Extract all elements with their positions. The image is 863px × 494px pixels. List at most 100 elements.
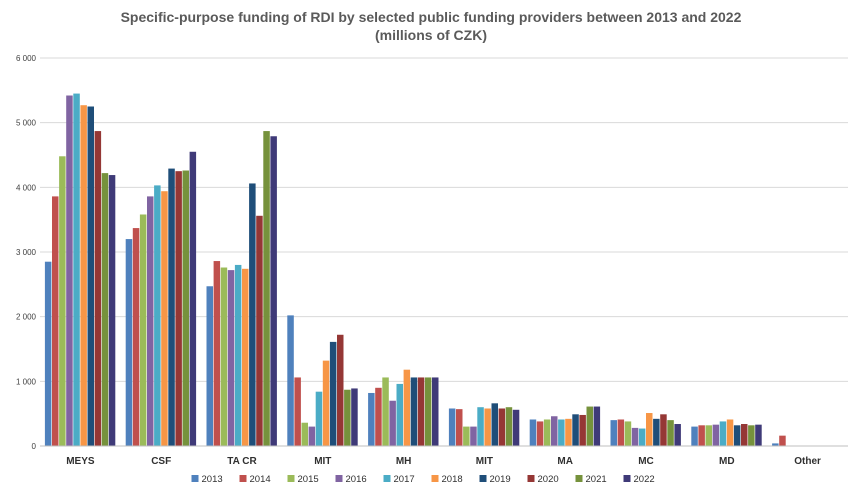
bar	[463, 426, 470, 446]
bar	[94, 131, 102, 446]
bar	[213, 261, 221, 446]
x-category-label: Other	[794, 456, 821, 467]
bar	[586, 406, 593, 446]
legend-label: 2019	[490, 474, 511, 485]
x-category-label: MIT	[314, 456, 331, 467]
bar	[73, 93, 80, 446]
bar	[505, 407, 513, 446]
x-category-label: MD	[719, 456, 735, 467]
legend-label: 2018	[442, 474, 463, 485]
legend-swatch	[191, 475, 199, 482]
bar	[315, 391, 323, 446]
bar	[52, 196, 59, 446]
bar	[287, 315, 294, 446]
bar	[705, 425, 712, 446]
bar	[301, 422, 308, 446]
x-category-label: MIT	[476, 456, 493, 467]
bar	[667, 420, 674, 446]
bar	[432, 377, 439, 446]
bar	[719, 421, 727, 446]
x-category-label: MH	[396, 456, 412, 467]
bar	[536, 421, 544, 446]
legend-swatch	[335, 475, 343, 482]
bars	[44, 93, 786, 447]
bar	[154, 185, 161, 446]
bar	[270, 136, 277, 446]
bar	[101, 173, 109, 447]
bar	[351, 388, 358, 446]
bar	[44, 261, 52, 446]
y-tick-label: 5 000	[16, 119, 37, 128]
bar	[389, 400, 396, 446]
bar	[263, 131, 270, 446]
bar	[368, 392, 375, 446]
bar	[579, 414, 586, 446]
legend-swatch	[383, 475, 391, 482]
y-tick-label: 6 000	[16, 54, 37, 63]
bar	[132, 228, 140, 446]
bar	[691, 426, 698, 446]
bar	[653, 418, 660, 446]
bar	[375, 387, 382, 446]
bar	[322, 360, 330, 446]
legend-swatch	[575, 475, 583, 482]
bar	[470, 426, 477, 446]
bar	[147, 196, 154, 446]
bar	[329, 341, 337, 446]
y-tick-label: 1 000	[16, 377, 37, 386]
bar	[610, 420, 617, 446]
bar	[344, 389, 351, 446]
bar	[772, 443, 779, 446]
bar	[337, 334, 344, 446]
bar	[308, 426, 316, 446]
bar	[59, 156, 66, 447]
legend-label: 2022	[634, 474, 655, 485]
bar	[424, 377, 432, 446]
bar	[593, 406, 601, 446]
bar	[410, 377, 418, 446]
chart-subtitle: (millions of CZK)	[375, 27, 487, 43]
legend-swatch	[431, 475, 439, 482]
x-category-label: TA CR	[227, 456, 257, 467]
bar	[698, 425, 705, 446]
y-axis-ticks: 0 1 000 2 000 3 000 4 000 5 000 6 000	[16, 54, 37, 451]
bar	[108, 175, 116, 447]
bar	[660, 414, 667, 446]
legend-label: 2015	[298, 474, 319, 485]
bar	[755, 424, 762, 446]
bar	[491, 403, 498, 446]
bar	[512, 409, 520, 446]
bar	[220, 267, 228, 446]
bar	[498, 408, 506, 446]
bar	[189, 151, 197, 446]
bar	[448, 408, 456, 446]
bar	[161, 191, 168, 446]
bar	[294, 377, 301, 446]
legend-swatch	[287, 475, 295, 482]
bar	[87, 106, 94, 446]
bar	[249, 183, 256, 446]
bar	[726, 419, 734, 446]
legend-label: 2020	[538, 474, 559, 485]
bar	[733, 425, 741, 446]
x-category-label: MEYS	[66, 456, 95, 467]
bar	[456, 409, 463, 446]
y-tick-label: 4 000	[16, 183, 37, 192]
bar	[638, 428, 646, 446]
bar	[617, 419, 625, 446]
bar	[565, 418, 572, 446]
bar	[712, 424, 720, 446]
bar	[779, 435, 786, 446]
bar	[66, 95, 73, 446]
x-category-label: MC	[638, 456, 654, 467]
bar	[477, 407, 484, 446]
bar	[206, 286, 213, 446]
bar	[242, 268, 249, 446]
legend: 2013 2014 2015 2016 2017 2018 2019 2020 2021 2022	[191, 474, 655, 485]
bar	[646, 413, 653, 446]
x-category-label: MA	[557, 456, 573, 467]
y-tick-label: 3 000	[16, 248, 37, 257]
bar	[396, 383, 403, 446]
